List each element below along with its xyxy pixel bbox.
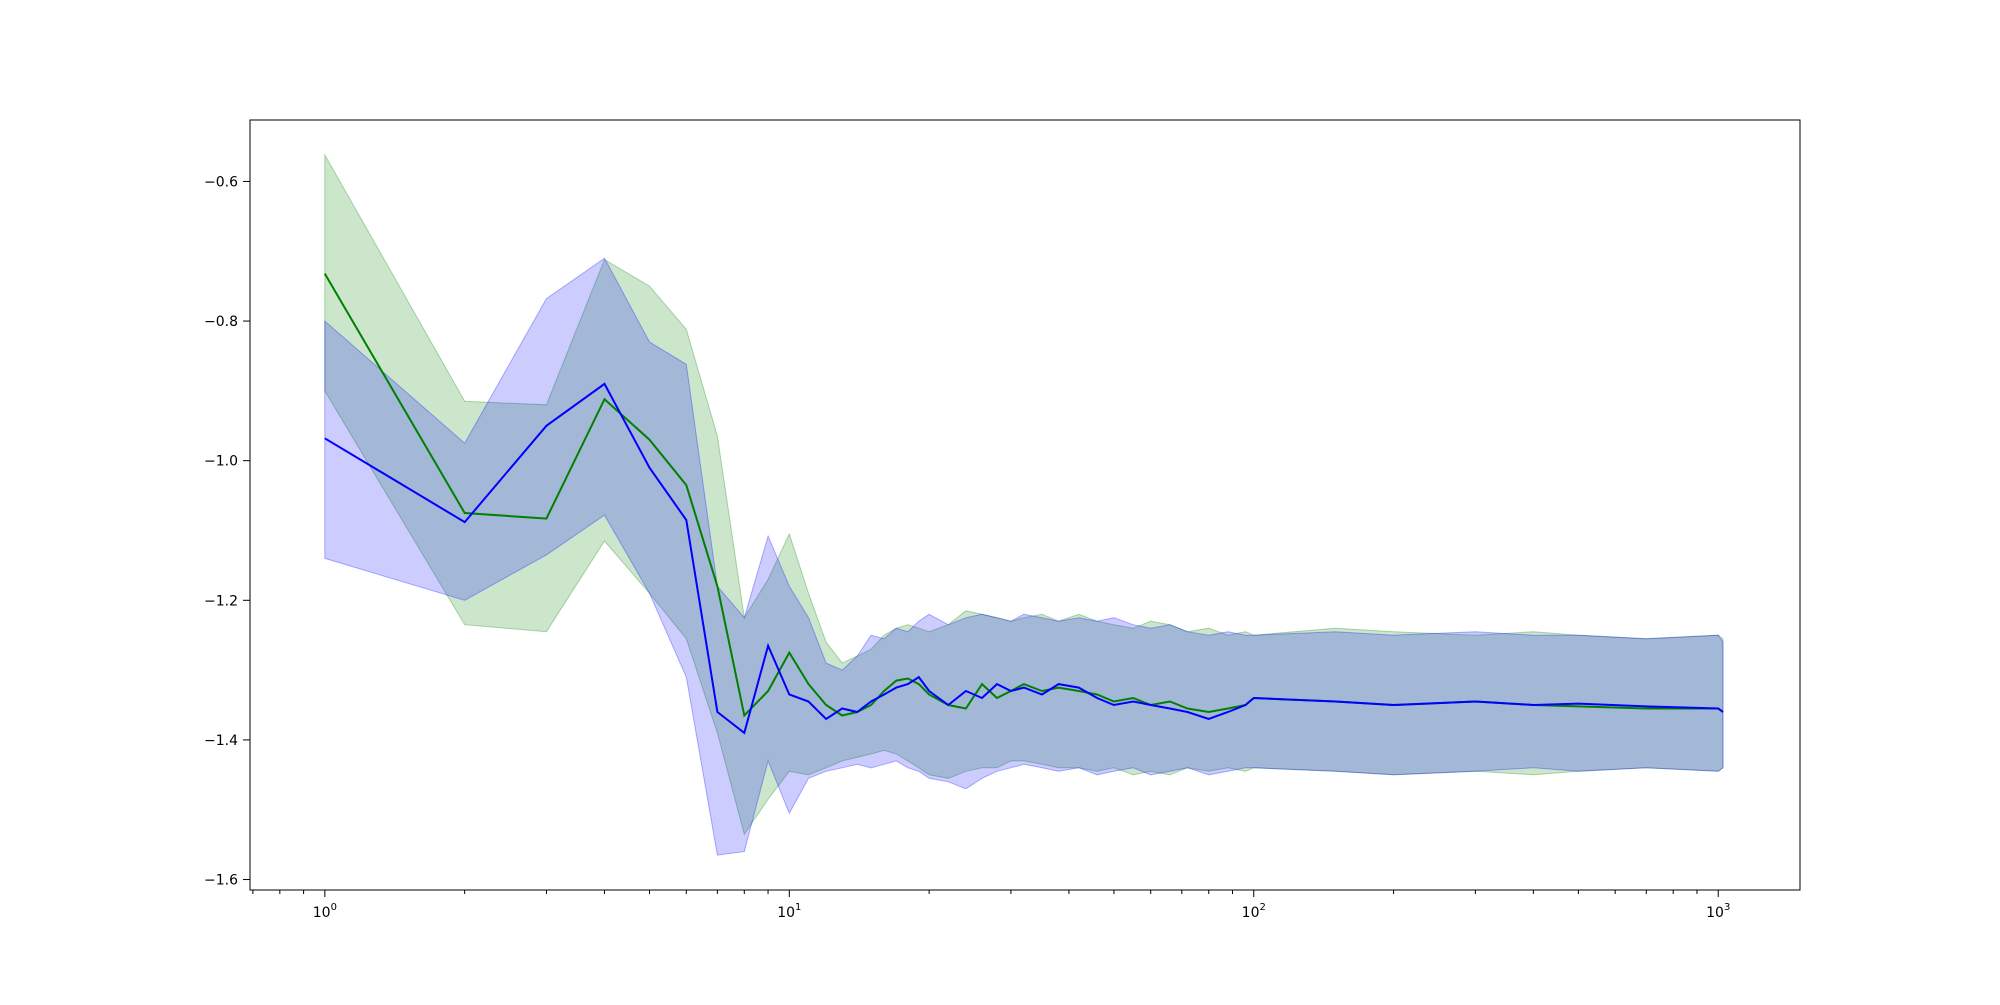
- y-tick-label: −1.4: [204, 733, 238, 749]
- y-tick-label: −1.6: [204, 873, 238, 889]
- x-tick-label: 102: [1242, 902, 1266, 921]
- series-1-band: [324, 257, 1724, 856]
- y-tick-label: −0.6: [204, 174, 238, 190]
- y-tick-label: −1.2: [204, 593, 238, 609]
- series-1-line: [324, 382, 1724, 735]
- axes-frame: [249, 119, 1801, 891]
- y-tick-label: −1.0: [204, 454, 238, 470]
- x-tick-label: 101: [777, 902, 801, 921]
- plot-area: [250, 120, 1800, 890]
- y-tick-label: −0.8: [204, 314, 238, 330]
- x-tick-label: 103: [1706, 902, 1730, 921]
- series-0-band: [324, 153, 1724, 836]
- x-tick-label: 100: [313, 902, 337, 921]
